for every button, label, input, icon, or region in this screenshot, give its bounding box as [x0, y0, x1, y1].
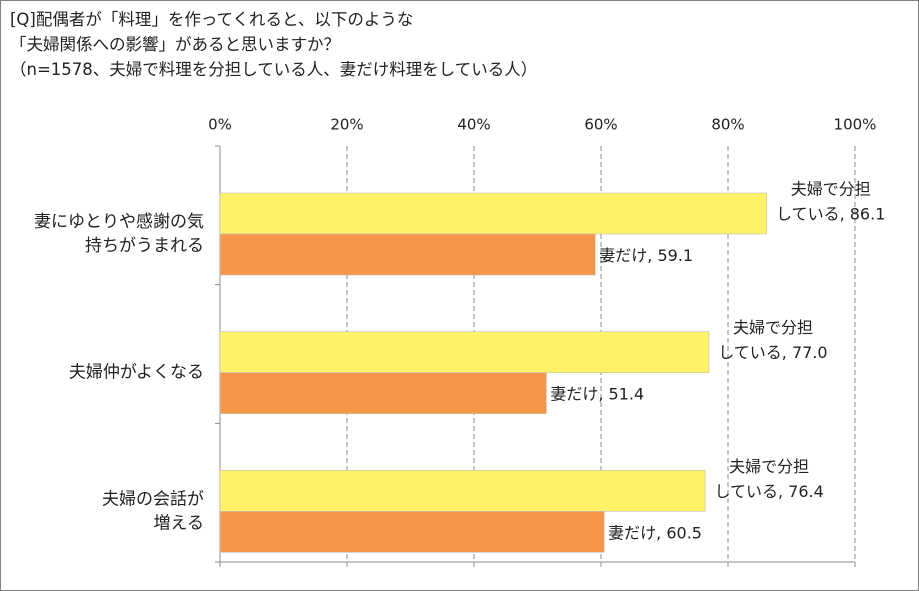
bar	[219, 331, 710, 373]
x-tick-label: 80%	[711, 116, 744, 134]
x-tick-label: 100%	[834, 116, 877, 134]
data-label: 夫婦で分担	[733, 318, 813, 337]
category-label: 持ちがうまれる	[85, 236, 204, 256]
x-tick-label: 20%	[330, 116, 363, 134]
bar	[219, 372, 547, 414]
data-label: している, 76.4	[714, 482, 823, 501]
category-label: 増える	[154, 513, 205, 533]
data-label: 妻だけ, 60.5	[608, 523, 702, 542]
title-line-2: 「夫婦関係への影響」があると思いますか？	[10, 35, 340, 54]
data-label: 夫婦で分担	[729, 457, 809, 476]
data-label: 妻だけ, 51.4	[550, 385, 644, 404]
title-line-1: [Q]配偶者が「料理」を作ってくれると、以下のような	[10, 10, 414, 29]
data-label: 夫婦で分担	[791, 180, 871, 199]
bar	[219, 470, 706, 512]
x-tick-label: 0%	[208, 116, 232, 134]
x-tick-label: 60%	[584, 116, 617, 134]
chart-title: [Q]配偶者が「料理」を作ってくれると、以下のような 「夫婦関係への影響」がある…	[10, 7, 537, 82]
category-label: 妻にゆとりや感謝の気	[34, 212, 204, 232]
data-label: 妻だけ, 59.1	[599, 246, 693, 265]
x-tick-label: 40%	[457, 116, 490, 134]
data-label: している, 86.1	[776, 205, 885, 224]
category-label: 夫婦仲がよくなる	[69, 363, 204, 383]
bar	[219, 233, 596, 276]
data-label: している, 77.0	[718, 343, 827, 362]
bar	[219, 511, 605, 553]
title-line-3: （n=1578、夫婦で料理を分担している人、妻だけ料理をしている人）	[10, 60, 538, 79]
bar	[219, 192, 768, 235]
category-label: 夫婦の会話が	[102, 489, 204, 509]
